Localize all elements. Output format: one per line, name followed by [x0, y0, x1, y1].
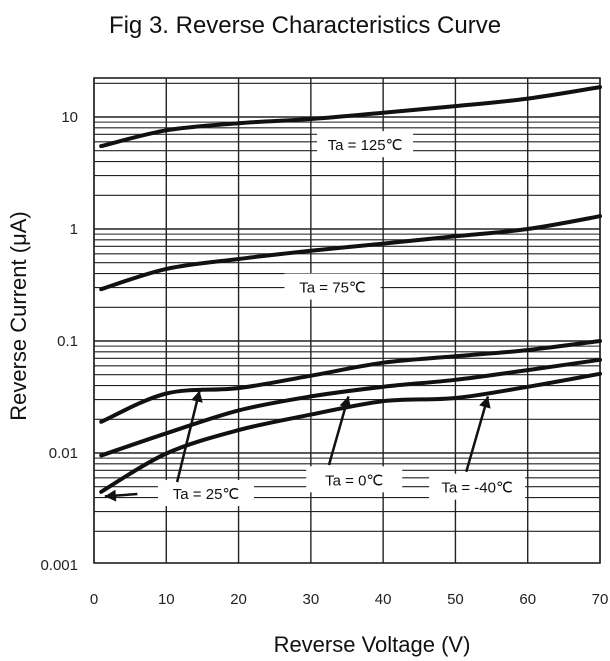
y-tick-label: 10 [61, 109, 78, 126]
curve-label-box [158, 480, 255, 507]
series-line [99, 85, 602, 149]
curve-label: Ta = 0℃ [306, 466, 403, 493]
y-axis-label: Reverse Current (μA) [6, 211, 31, 421]
x-tick-label: 40 [375, 591, 392, 608]
curve-label-text: Ta = -40℃ [441, 480, 512, 497]
x-tick-label: 10 [158, 591, 175, 608]
pointer-arrow-line [465, 396, 490, 473]
curve-label-text: Ta = 125℃ [328, 137, 403, 154]
curve-label-box [429, 473, 526, 500]
y-tick-label: 0.001 [40, 557, 78, 574]
series-line [99, 214, 602, 292]
x-tick-label: 20 [230, 591, 247, 608]
curve-label-text: Ta = 75℃ [299, 280, 365, 297]
y-tick-label: 1 [70, 221, 78, 238]
pointer-arrow-line [175, 390, 201, 483]
pointer-arrow-head [191, 390, 203, 403]
curve-label-box [317, 131, 414, 158]
pointer-arrow-head [104, 489, 117, 502]
curve-label-text: Ta = 0℃ [325, 472, 383, 489]
y-tick-label: 0.1 [57, 333, 78, 350]
annotation-layer: Ta = 125℃ Ta = 75℃ Ta = 25℃ Ta = 0℃ Ta = -40… [104, 131, 526, 507]
y-tick-labels: 10 1 0.1 0.01 0.001 [40, 109, 78, 574]
x-tick-labels: 0 10 20 30 40 50 60 70 [90, 591, 609, 608]
curve-label: Ta = 125℃ [317, 131, 414, 158]
curve-label-text: Ta = 25℃ [173, 486, 239, 503]
series-line [99, 357, 602, 458]
curve-label: Ta = -40℃ [429, 473, 526, 500]
series-line [99, 339, 602, 424]
pointer-arrow-line [327, 396, 350, 466]
x-tick-label: 50 [447, 591, 464, 608]
x-tick-label: 30 [303, 591, 320, 608]
x-axis-label: Reverse Voltage (V) [274, 632, 471, 657]
chart-title: Fig 3. Reverse Characteristics Curve [108, 12, 502, 39]
x-tick-label: 60 [519, 591, 536, 608]
x-tick-label: 0 [90, 591, 98, 608]
pointer-arrow-head [339, 396, 352, 409]
y-tick-label: 0.01 [49, 445, 78, 462]
curve-label-box [284, 273, 381, 300]
curve-label: Ta = 75℃ [284, 273, 381, 300]
curve-label-box [306, 466, 403, 493]
curve-label: Ta = 25℃ [158, 480, 255, 507]
x-tick-label: 70 [592, 591, 609, 608]
pointer-arrow-head [479, 396, 491, 409]
